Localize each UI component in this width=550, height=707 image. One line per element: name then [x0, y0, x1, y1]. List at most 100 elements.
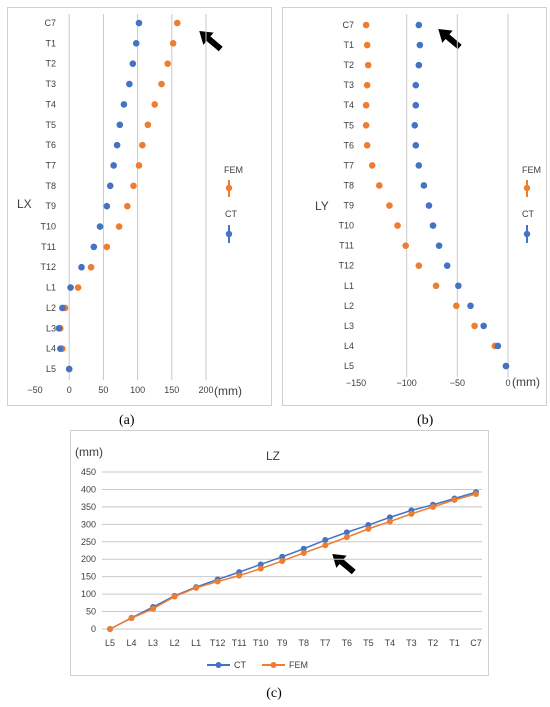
panel-c-y-tick-label: 150 [81, 572, 96, 582]
panel-b-ct-point [415, 162, 423, 169]
panel-c-y-tick-label: 100 [81, 589, 96, 599]
legend-a-fem-label: FEM [224, 165, 243, 175]
panel-a-level-label: T1 [45, 38, 56, 48]
legend-b-ct-label: CT [522, 209, 534, 219]
panel-a-ct-point [110, 162, 117, 169]
panel-a-level-label: T5 [45, 120, 56, 130]
panel-a-ct-point [67, 284, 74, 291]
panel-a-fem-point [144, 121, 152, 129]
legend-c-ct-marker [215, 662, 222, 668]
panel-b-ct-point [415, 21, 423, 29]
panel-a-ct-point [90, 243, 98, 251]
panel-a-ct-point [106, 182, 114, 190]
panel-b-fem-point [362, 21, 370, 29]
panel-c-ct-point [343, 529, 350, 536]
panel-b-level-label: T8 [343, 180, 354, 190]
panel-c-fem-point [429, 503, 436, 510]
arrow-b-shape [438, 29, 462, 50]
panel-a-fem-point [130, 182, 137, 190]
panel-b-arrow [438, 29, 462, 50]
panel-c-x-tick-label: T3 [406, 638, 417, 648]
panel-c-fem-point [257, 565, 264, 572]
panel-c-x-tick-label: T4 [385, 638, 396, 648]
panel-b-ct-point [412, 101, 420, 109]
panel-b-level-label: T12 [338, 261, 354, 271]
panel-c-x-tick-label: T1 [449, 638, 460, 648]
panel-b-ct-point [415, 61, 423, 69]
panel-b-fem-point [363, 41, 371, 49]
panel-b-fem-point [453, 302, 460, 310]
panel-c-unit-label: (mm) [75, 445, 103, 459]
panel-a-fem-point [74, 284, 82, 291]
panel-b-level-label: T1 [343, 40, 354, 50]
panel-a-level-label: L4 [46, 344, 56, 354]
panel-c-x-tick-label: C7 [470, 638, 482, 648]
panel-b-level-label: T5 [343, 120, 354, 130]
panel-a-level-label: T6 [45, 140, 56, 150]
panel-a-x-tick-label: 100 [130, 385, 145, 395]
panel-b-level-label: T11 [339, 241, 354, 251]
panel-a-ct-point [129, 60, 137, 68]
panel-a-legend: FEM CT [224, 165, 243, 243]
panel-b-fem-point [432, 282, 440, 290]
panel-b-fem-point [386, 202, 393, 209]
panel-b-ct-point [467, 302, 474, 310]
panel-c-y-tick-label: 400 [81, 484, 96, 494]
panel-c-fem-point [300, 549, 307, 556]
panel-a-level-label: T2 [45, 59, 56, 69]
legend-a-ct-label: CT [225, 209, 237, 219]
panel-b-ct-point [429, 222, 437, 229]
panel-a-ct-point [96, 223, 104, 230]
panel-c-x-tick-label: T11 [232, 638, 247, 648]
panel-b-level-label: L4 [344, 341, 354, 351]
panel-b-ct-point [494, 342, 502, 350]
panel-b-caption: (b) [417, 413, 434, 428]
panel-a-level-label: T4 [45, 99, 56, 109]
panel-c-x-tick-label: T12 [210, 638, 226, 648]
panel-b-ct-point [502, 362, 510, 370]
panel-c-caption: (c) [266, 686, 282, 701]
panel-c-ct-point [257, 561, 264, 568]
panel-b-x-tick-label: 0 [505, 378, 510, 388]
legend-a-ct-marker [225, 230, 233, 238]
panel-b-level-label: C7 [342, 20, 354, 30]
panel-a-level-label: L1 [46, 283, 56, 293]
panel-c-fem-point [128, 615, 135, 622]
panel-b-level-label: T10 [338, 221, 354, 231]
panel-a-ct-point [78, 263, 85, 271]
panel-b-level-label: T4 [343, 100, 354, 110]
legend-c-ct-label: CT [234, 660, 246, 670]
panel-a-level-label: T8 [45, 181, 56, 191]
panel-b-ct-point [416, 41, 424, 49]
panel-a-level-label: L3 [46, 323, 56, 333]
panel-a-level-label: T10 [40, 222, 56, 232]
panel-c-y-tick-label: 50 [86, 607, 96, 617]
panel-b-fem-point [402, 242, 409, 249]
panel-c-fem-point [322, 542, 329, 549]
panel-b-level-label: L3 [344, 321, 354, 331]
panel-a-fem-point [151, 101, 158, 108]
panel-b-fem-point [362, 101, 370, 109]
panel-c-ct-line [109, 491, 477, 630]
panel-c-fem-point [279, 557, 286, 564]
panel-a-ct-point [57, 345, 64, 352]
panel-b-fem-point [471, 322, 478, 330]
panel-b-fem-point [362, 121, 370, 129]
panel-b-unit-label: (mm) [512, 375, 540, 389]
panel-c-fem-point [171, 593, 178, 600]
panel-a-ct-point [65, 365, 73, 373]
panel-a-fem-point [115, 223, 123, 230]
panel-c-x-tick-label: T6 [342, 638, 353, 648]
panel-a-level-label: T7 [45, 160, 56, 170]
panel-c-fem-point [236, 572, 243, 579]
panel-b-level-label: T9 [343, 201, 354, 211]
panel-a-level-label: L5 [46, 364, 56, 374]
panel-c-x-tick-label: T9 [277, 638, 288, 648]
panel-b-level-label: L2 [344, 301, 354, 311]
panel-c-frame [70, 430, 489, 676]
panel-b-ct-point [480, 322, 487, 330]
panel-b-fem-point [394, 222, 401, 229]
panel-b-x-tick-label: −150 [346, 378, 366, 388]
panel-c-fem-line [109, 493, 477, 630]
legend-b-fem-label: FEM [522, 165, 541, 175]
